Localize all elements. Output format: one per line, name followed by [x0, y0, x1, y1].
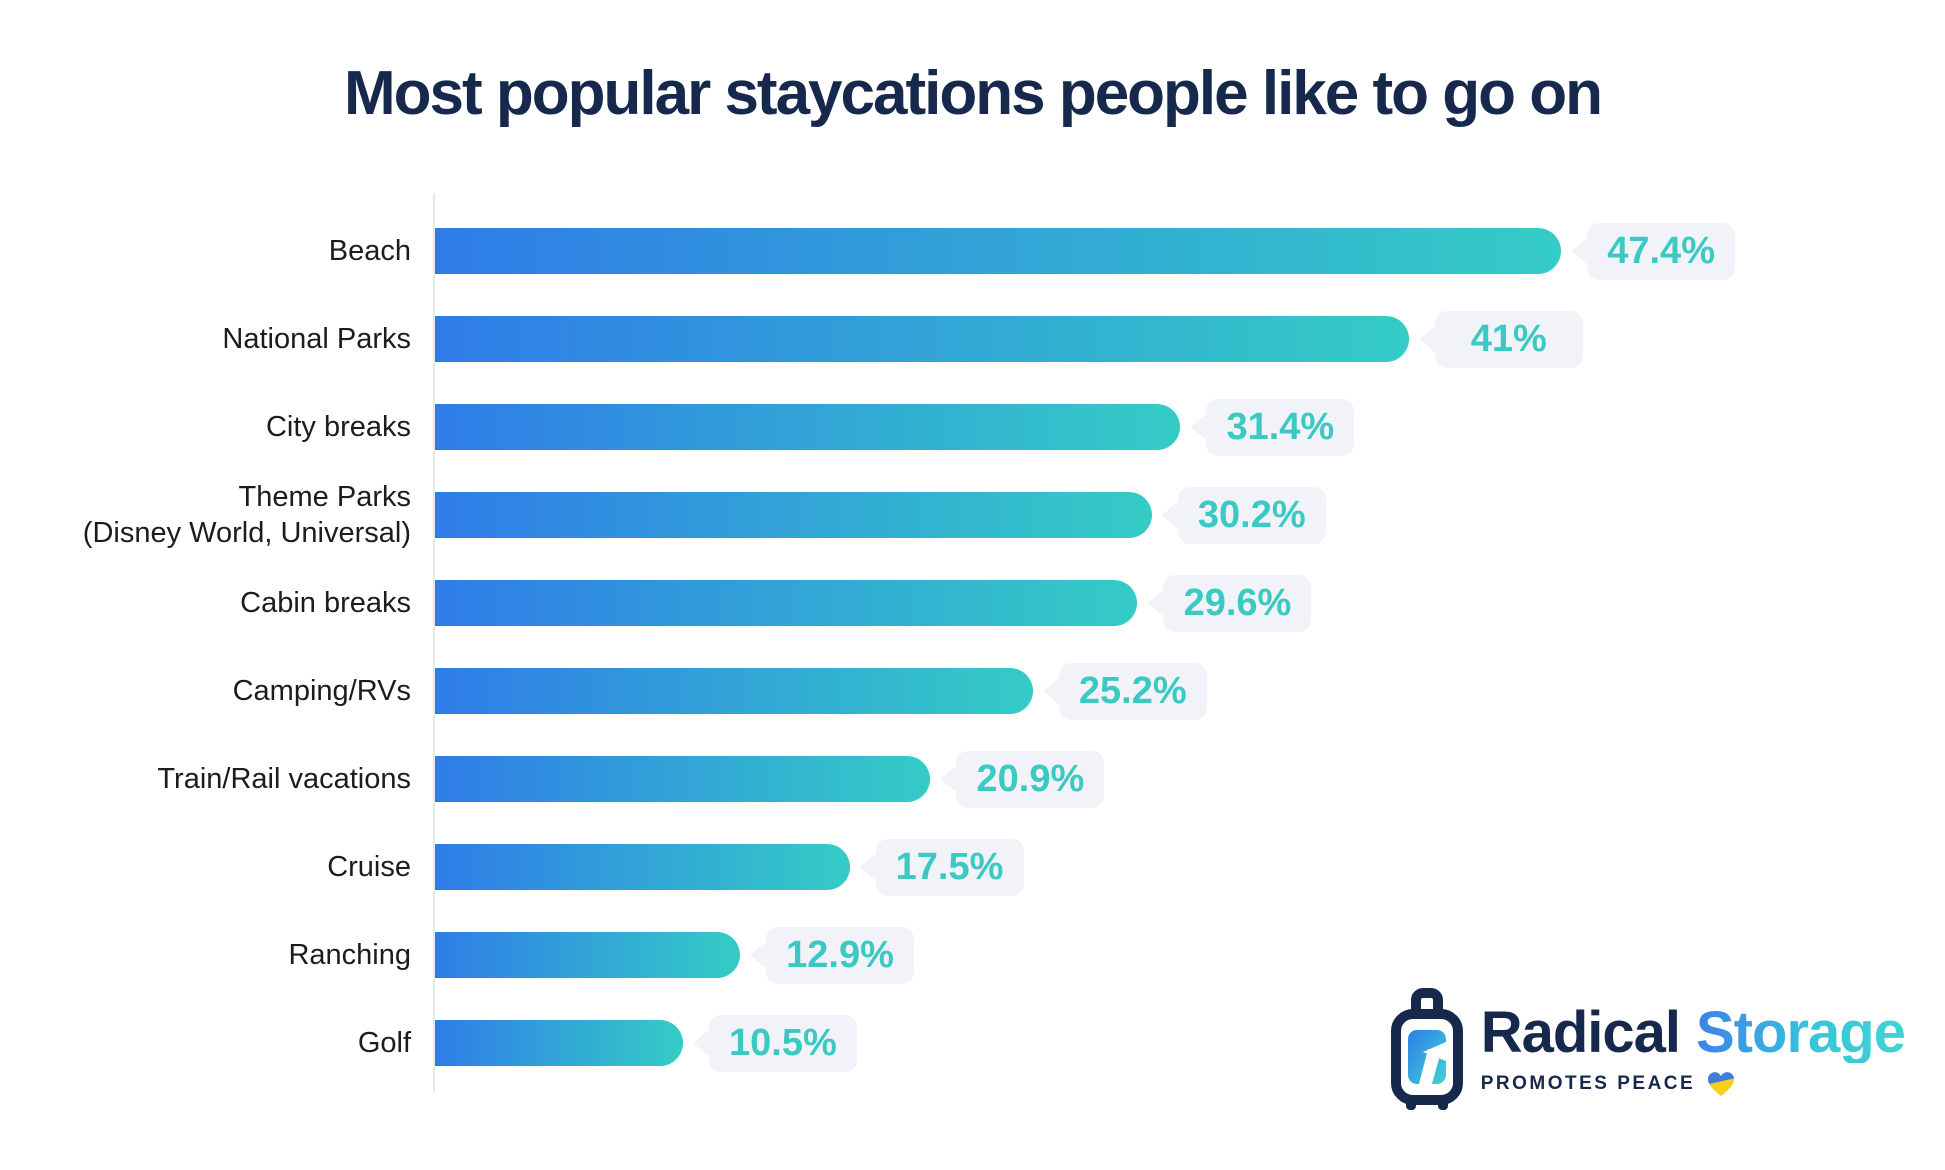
category-label: Theme Parks (Disney World, Universal): [82, 480, 411, 549]
category-label: National Parks: [222, 322, 411, 355]
bar-track: 12.9%: [433, 911, 1945, 999]
value-bubble-tail: [1190, 413, 1208, 441]
chart-row: City breaks 31.4%: [0, 383, 1945, 471]
chart-row: Camping/RVs 25.2%: [0, 647, 1945, 735]
value-bubble: 30.2%: [1177, 486, 1326, 544]
tagline-text: PROMOTES PEACE: [1480, 1073, 1696, 1095]
category-label: Golf: [357, 1026, 411, 1059]
chart-row: Cruise 17.5%: [0, 823, 1945, 911]
tagline-row: PROMOTES PEACE: [1481, 1071, 1905, 1097]
category-label: Cruise: [327, 850, 411, 883]
bar: [433, 932, 741, 978]
bar-track: 41%: [433, 295, 1945, 383]
category-label: City breaks: [265, 410, 411, 443]
value-bubble: 12.9%: [766, 926, 915, 984]
bar-track: 10.5%: [433, 999, 1945, 1087]
bar: [433, 668, 1033, 714]
bar: [433, 316, 1409, 362]
bar: [433, 756, 931, 802]
category-label: Ranching: [288, 938, 411, 971]
chart-row: Beach 47.4%: [0, 207, 1945, 295]
suitcase-icon: [1390, 988, 1463, 1110]
value-bubble-tail: [859, 853, 877, 881]
chart-row: Theme Parks (Disney World, Universal) 30…: [0, 471, 1945, 559]
brand-name: Radical Storage: [1480, 999, 1906, 1065]
value-label: 30.2%: [1197, 493, 1306, 536]
y-axis-line: [433, 193, 435, 1093]
bar: [433, 1020, 683, 1066]
chart-rows: Beach 47.4% National Parks 41% City brea…: [0, 207, 1945, 1087]
bar-track: 47.4%: [433, 207, 1945, 295]
value-label: 31.4%: [1226, 405, 1335, 448]
value-label: 12.9%: [786, 933, 894, 976]
bar: [433, 580, 1138, 626]
value-bubble-tail: [1418, 325, 1436, 353]
value-label: 41%: [1470, 317, 1547, 360]
value-label: 47.4%: [1607, 229, 1715, 272]
value-bubble-tail: [1147, 589, 1165, 617]
value-label: 17.5%: [895, 845, 1004, 888]
value-bubble: 10.5%: [708, 1014, 857, 1072]
category-label: Train/Rail vacations: [157, 762, 411, 795]
value-bubble: 29.6%: [1163, 574, 1312, 632]
bar: [433, 492, 1152, 538]
chart-row: Cabin breaks 29.6%: [0, 559, 1945, 647]
value-bubble: 41%: [1434, 310, 1583, 368]
logo-text: Radical Storage PROMOTES PEACE: [1480, 999, 1906, 1098]
category-label: Camping/RVs: [232, 674, 411, 707]
category-label: Beach: [328, 234, 411, 267]
value-label: 29.6%: [1183, 581, 1292, 624]
category-label: Cabin breaks: [240, 586, 411, 619]
bar-track: 17.5%: [433, 823, 1945, 911]
bar-track: 31.4%: [433, 383, 1945, 471]
chart-row: Train/Rail vacations 20.9%: [0, 735, 1945, 823]
bar-track: 20.9%: [433, 735, 1945, 823]
value-label: 25.2%: [1078, 669, 1187, 712]
value-label: 10.5%: [729, 1021, 837, 1064]
value-bubble-tail: [1571, 237, 1589, 265]
page-title: Most popular staycations people like to …: [344, 59, 1603, 128]
value-bubble: 31.4%: [1206, 398, 1355, 456]
bar: [433, 404, 1181, 450]
brand-primary: Radical: [1480, 999, 1681, 1065]
bar-chart: Beach 47.4% National Parks 41% City brea…: [0, 193, 1945, 1093]
value-bubble: 25.2%: [1058, 662, 1207, 720]
value-bubble-tail: [750, 941, 768, 969]
bar: [433, 844, 850, 890]
value-bubble-tail: [692, 1029, 710, 1057]
value-bubble-tail: [1042, 677, 1060, 705]
brand-secondary: Storage: [1696, 999, 1906, 1065]
value-bubble-tail: [940, 765, 958, 793]
bar-track: 29.6%: [433, 559, 1945, 647]
value-label: 20.9%: [976, 757, 1085, 800]
bar-track: 30.2%: [433, 471, 1945, 559]
value-bubble: 20.9%: [956, 750, 1105, 808]
value-bubble: 17.5%: [875, 838, 1024, 896]
ukraine-heart-icon: [1708, 1072, 1735, 1097]
radical-storage-logo: Radical Storage PROMOTES PEACE: [1390, 986, 1906, 1114]
value-bubble: 47.4%: [1587, 222, 1736, 280]
chart-row: Ranching 12.9%: [0, 911, 1945, 999]
value-bubble-tail: [1161, 501, 1179, 529]
bar: [433, 228, 1562, 274]
chart-row: National Parks 41%: [0, 295, 1945, 383]
chart-row: Golf 10.5%: [0, 999, 1945, 1087]
bar-track: 25.2%: [433, 647, 1945, 735]
